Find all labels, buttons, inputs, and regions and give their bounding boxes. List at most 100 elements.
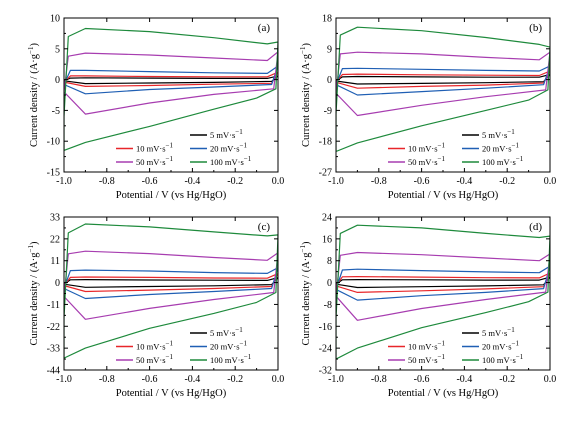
legend-label-10: 10 mV·s−1: [136, 340, 173, 352]
cv-curves: [64, 27, 278, 151]
legend-label-50: 50 mV·s−1: [408, 155, 445, 167]
x-tick-label: -1.0: [328, 374, 344, 385]
y-axis-label: Current density / (A·g−1): [27, 241, 40, 345]
cv-curve-5mv: [64, 277, 278, 288]
y-tick-label: 22: [50, 234, 60, 245]
x-tick-label: -0.4: [184, 374, 200, 385]
x-tick-label: -0.6: [142, 374, 158, 385]
legend-label-100: 100 mV·s−1: [210, 353, 252, 365]
x-tick-label: 0.0: [544, 176, 557, 187]
y-tick-label: 8: [327, 256, 332, 267]
x-tick-label: -0.4: [456, 374, 472, 385]
cv-curves: [64, 223, 278, 359]
panel-label: (c): [258, 221, 271, 233]
y-tick-label: -32: [319, 366, 332, 377]
x-tick-label: -1.0: [56, 374, 72, 385]
legend-label-50: 50 mV·s−1: [408, 353, 445, 365]
legend: 5 mV·s−1 10 mV·s−1 20 mV·s−1 50 mV·s−1 100 m…: [116, 326, 252, 365]
x-tick-label: -1.0: [328, 176, 344, 187]
panel-d: -1.0 -0.8 -0.6 -0.4 -0.2 0.0 -32 -24 -16 -8 0 8 16 24…: [299, 213, 556, 400]
y-tick-label: -8: [324, 300, 332, 311]
y-tick-label: -18: [319, 137, 332, 148]
legend-label-20: 20 mV·s−1: [482, 142, 519, 154]
legend: 5 mV·s−1 10 mV·s−1 20 mV·s−1 50 mV·s−1 100 m…: [388, 326, 524, 365]
x-tick-label: -0.8: [99, 176, 115, 187]
x-tick-label: -0.2: [227, 374, 243, 385]
cv-curve-50mv: [64, 250, 278, 320]
panel-label: (d): [529, 221, 542, 233]
legend-label-20: 20 mV·s−1: [210, 340, 247, 352]
cv-curve-10mv: [336, 70, 550, 89]
legend-label-50: 50 mV·s−1: [136, 155, 173, 167]
y-tick-label: -33: [47, 344, 60, 355]
legend-label-20: 20 mV·s−1: [210, 142, 247, 154]
legend-label-10: 10 mV·s−1: [408, 340, 445, 352]
y-axis-label: Current density / (A·g−1): [27, 43, 40, 147]
y-tick-label: -10: [47, 137, 60, 148]
x-tick-label: -0.2: [499, 374, 515, 385]
cv-curve-100mv: [64, 223, 278, 359]
legend-label-100: 100 mV·s−1: [482, 353, 524, 365]
x-tick-label: -0.8: [371, 176, 387, 187]
cv-curve-100mv: [64, 27, 278, 151]
cv-curve-5mv: [336, 73, 550, 85]
x-axis-label: Potential / V (vs Hg/HgO): [116, 190, 227, 201]
panel-label: (b): [529, 22, 542, 34]
x-tick-label: -0.6: [414, 374, 430, 385]
legend-label-5: 5 mV·s−1: [210, 128, 243, 140]
y-tick-label: -24: [319, 344, 332, 355]
y-tick-label: -5: [52, 106, 60, 117]
legend-label-5: 5 mV·s−1: [482, 326, 515, 338]
x-tick-label: 0.0: [272, 176, 285, 187]
cv-curve-20mv: [64, 267, 278, 300]
x-axis-label: Potential / V (vs Hg/HgO): [116, 388, 227, 399]
panel-label: (a): [258, 22, 271, 34]
cv-curve-10mv: [336, 272, 550, 293]
y-tick-label: 10: [50, 14, 60, 25]
x-tick-label: -0.6: [142, 176, 158, 187]
y-tick-label: -22: [47, 322, 60, 333]
y-tick-label: 5: [55, 44, 60, 55]
panel-b: -1.0 -0.8 -0.6 -0.4 -0.2 0.0 -27 -18 -9 0 9 18 (b) 5 …: [299, 14, 556, 202]
y-tick-label: 18: [322, 14, 332, 25]
cv-curve-5mv: [336, 276, 550, 289]
cv-curve-50mv: [64, 51, 278, 115]
legend-label-50: 50 mV·s−1: [136, 353, 173, 365]
y-tick-label: 0: [327, 75, 332, 86]
legend-label-5: 5 mV·s−1: [210, 326, 243, 338]
cv-curve-20mv: [336, 65, 550, 96]
cv-curve-10mv: [64, 71, 278, 88]
y-tick-label: -27: [319, 168, 332, 179]
y-tick-label: -9: [324, 106, 332, 117]
legend: 5 mV·s−1 10 mV·s−1 20 mV·s−1 50 mV·s−1 100 m…: [388, 128, 524, 167]
cv-curves: [336, 224, 550, 360]
cv-curve-5mv: [64, 75, 278, 85]
x-tick-label: 0.0: [272, 374, 285, 385]
legend-label-100: 100 mV·s−1: [482, 155, 524, 167]
cv-curves: [336, 26, 550, 153]
panel-a: -1.0 -0.8 -0.6 -0.4 -0.2 0.0 -15 -10 -5 0 5 10 (a) 5 …: [27, 14, 284, 202]
panel-c: -1.0 -0.8 -0.6 -0.4 -0.2 0.0 -44 -33 -22 -11 0 11 22…: [27, 213, 284, 400]
legend-label-20: 20 mV·s−1: [482, 340, 519, 352]
cv-curve-10mv: [64, 273, 278, 293]
y-tick-label: -44: [47, 366, 60, 377]
y-tick-label: 0: [55, 75, 60, 86]
legend: 5 mV·s−1 10 mV·s−1 20 mV·s−1 50 mV·s−1 100 m…: [116, 128, 252, 167]
legend-label-100: 100 mV·s−1: [210, 155, 252, 167]
cv-curve-50mv: [336, 251, 550, 321]
y-tick-label: -15: [47, 168, 60, 179]
x-axis-label: Potential / V (vs Hg/HgO): [388, 388, 499, 399]
y-axis-label: Current density / (A·g−1): [299, 241, 312, 345]
y-tick-label: -11: [47, 300, 60, 311]
x-tick-label: -0.6: [414, 176, 430, 187]
x-tick-label: -0.4: [456, 176, 472, 187]
x-tick-label: -0.8: [99, 374, 115, 385]
x-tick-label: -1.0: [56, 176, 72, 187]
y-axis-label: Current density / (A·g−1): [299, 43, 312, 147]
x-tick-label: 0.0: [544, 374, 557, 385]
y-tick-label: 9: [327, 44, 332, 55]
x-tick-label: -0.4: [184, 176, 200, 187]
legend-label-10: 10 mV·s−1: [408, 142, 445, 154]
